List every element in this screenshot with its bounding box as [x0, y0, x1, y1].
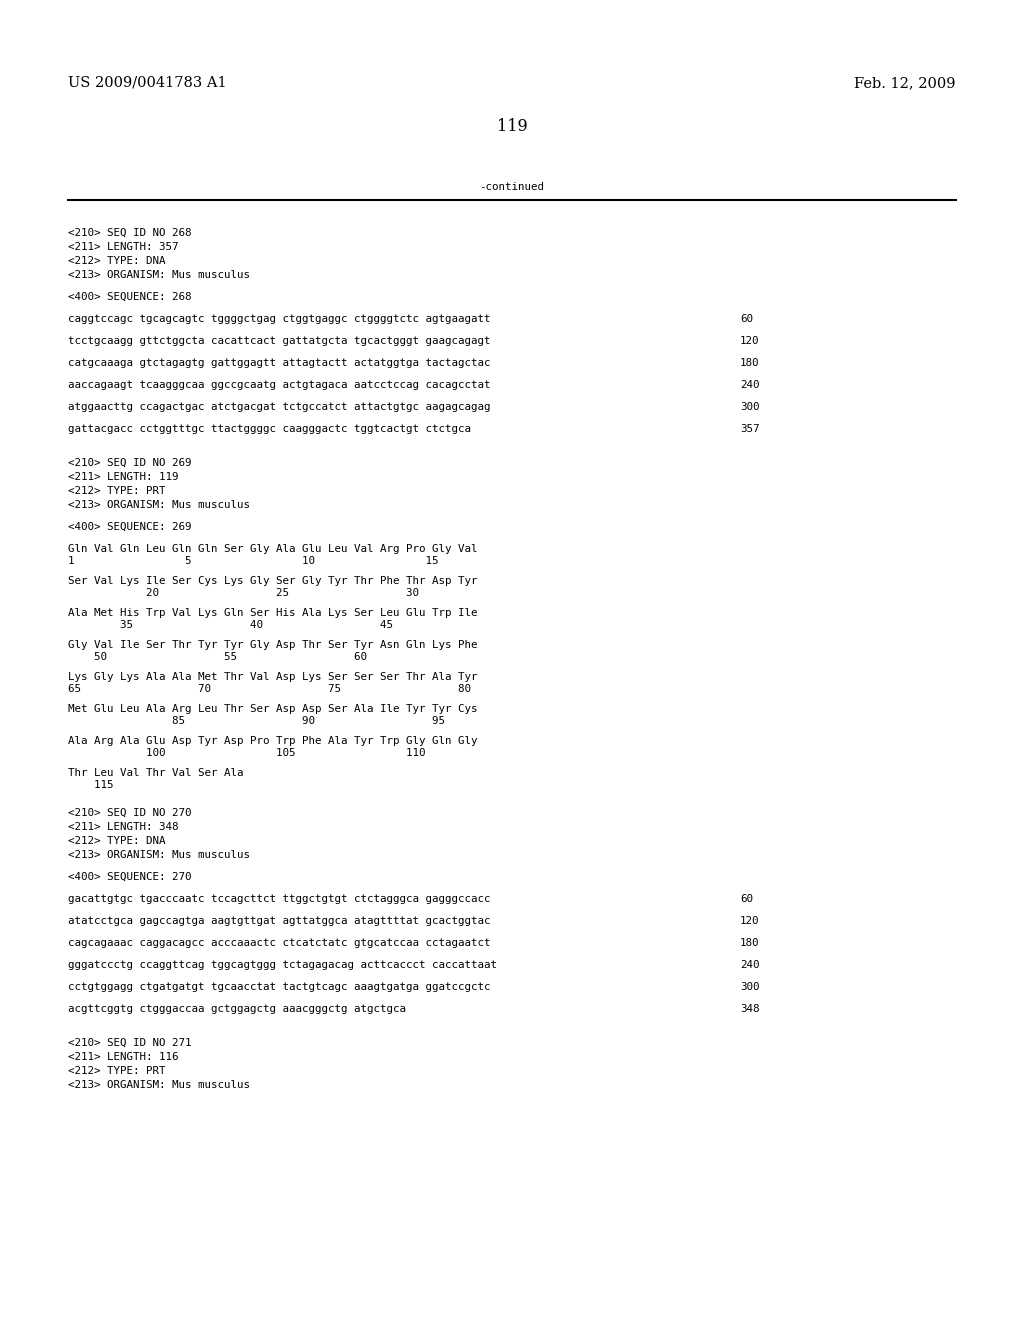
Text: cagcagaaac caggacagcc acccaaactc ctcatctatc gtgcatccaa cctagaatct: cagcagaaac caggacagcc acccaaactc ctcatct…: [68, 939, 490, 948]
Text: <212> TYPE: DNA: <212> TYPE: DNA: [68, 836, 166, 846]
Text: gacattgtgc tgacccaatc tccagcttct ttggctgtgt ctctagggca gagggccacc: gacattgtgc tgacccaatc tccagcttct ttggctg…: [68, 894, 490, 904]
Text: Ala Arg Ala Glu Asp Tyr Asp Pro Trp Phe Ala Tyr Trp Gly Gln Gly: Ala Arg Ala Glu Asp Tyr Asp Pro Trp Phe …: [68, 737, 477, 746]
Text: acgttcggtg ctgggaccaa gctggagctg aaacgggctg atgctgca: acgttcggtg ctgggaccaa gctggagctg aaacggg…: [68, 1005, 406, 1014]
Text: 85                  90                  95: 85 90 95: [68, 715, 445, 726]
Text: <210> SEQ ID NO 270: <210> SEQ ID NO 270: [68, 808, 191, 818]
Text: 1                 5                 10                 15: 1 5 10 15: [68, 556, 438, 566]
Text: <211> LENGTH: 357: <211> LENGTH: 357: [68, 242, 178, 252]
Text: 119: 119: [497, 117, 527, 135]
Text: Ala Met His Trp Val Lys Gln Ser His Ala Lys Ser Leu Glu Trp Ile: Ala Met His Trp Val Lys Gln Ser His Ala …: [68, 609, 477, 618]
Text: <400> SEQUENCE: 270: <400> SEQUENCE: 270: [68, 873, 191, 882]
Text: 240: 240: [740, 960, 760, 970]
Text: Met Glu Leu Ala Arg Leu Thr Ser Asp Asp Ser Ala Ile Tyr Tyr Cys: Met Glu Leu Ala Arg Leu Thr Ser Asp Asp …: [68, 704, 477, 714]
Text: Thr Leu Val Thr Val Ser Ala: Thr Leu Val Thr Val Ser Ala: [68, 768, 244, 777]
Text: <213> ORGANISM: Mus musculus: <213> ORGANISM: Mus musculus: [68, 1080, 250, 1090]
Text: <211> LENGTH: 119: <211> LENGTH: 119: [68, 473, 178, 482]
Text: catgcaaaga gtctagagtg gattggagtt attagtactt actatggtga tactagctac: catgcaaaga gtctagagtg gattggagtt attagta…: [68, 358, 490, 368]
Text: <210> SEQ ID NO 269: <210> SEQ ID NO 269: [68, 458, 191, 469]
Text: <400> SEQUENCE: 269: <400> SEQUENCE: 269: [68, 521, 191, 532]
Text: atggaacttg ccagactgac atctgacgat tctgccatct attactgtgc aagagcagag: atggaacttg ccagactgac atctgacgat tctgcca…: [68, 403, 490, 412]
Text: <212> TYPE: DNA: <212> TYPE: DNA: [68, 256, 166, 267]
Text: Feb. 12, 2009: Feb. 12, 2009: [854, 77, 956, 90]
Text: <212> TYPE: PRT: <212> TYPE: PRT: [68, 486, 166, 496]
Text: aaccagaagt tcaagggcaa ggccgcaatg actgtagaca aatcctccag cacagcctat: aaccagaagt tcaagggcaa ggccgcaatg actgtag…: [68, 380, 490, 389]
Text: 60: 60: [740, 894, 753, 904]
Text: 115: 115: [68, 780, 114, 789]
Text: <213> ORGANISM: Mus musculus: <213> ORGANISM: Mus musculus: [68, 850, 250, 861]
Text: <211> LENGTH: 348: <211> LENGTH: 348: [68, 822, 178, 832]
Text: -continued: -continued: [479, 182, 545, 191]
Text: Gln Val Gln Leu Gln Gln Ser Gly Ala Glu Leu Val Arg Pro Gly Val: Gln Val Gln Leu Gln Gln Ser Gly Ala Glu …: [68, 544, 477, 554]
Text: cctgtggagg ctgatgatgt tgcaacctat tactgtcagc aaagtgatga ggatccgctc: cctgtggagg ctgatgatgt tgcaacctat tactgtc…: [68, 982, 490, 993]
Text: 20                  25                  30: 20 25 30: [68, 587, 419, 598]
Text: <213> ORGANISM: Mus musculus: <213> ORGANISM: Mus musculus: [68, 271, 250, 280]
Text: 300: 300: [740, 403, 760, 412]
Text: gggatccctg ccaggttcag tggcagtggg tctagagacag acttcaccct caccattaat: gggatccctg ccaggttcag tggcagtggg tctagag…: [68, 960, 497, 970]
Text: 100                 105                 110: 100 105 110: [68, 748, 426, 758]
Text: 180: 180: [740, 358, 760, 368]
Text: 357: 357: [740, 424, 760, 434]
Text: caggtccagc tgcagcagtc tggggctgag ctggtgaggc ctggggtctc agtgaagatt: caggtccagc tgcagcagtc tggggctgag ctggtga…: [68, 314, 490, 323]
Text: Gly Val Ile Ser Thr Tyr Tyr Gly Asp Thr Ser Tyr Asn Gln Lys Phe: Gly Val Ile Ser Thr Tyr Tyr Gly Asp Thr …: [68, 640, 477, 649]
Text: 35                  40                  45: 35 40 45: [68, 620, 393, 630]
Text: tcctgcaagg gttctggcta cacattcact gattatgcta tgcactgggt gaagcagagt: tcctgcaagg gttctggcta cacattcact gattatg…: [68, 337, 490, 346]
Text: <212> TYPE: PRT: <212> TYPE: PRT: [68, 1067, 166, 1076]
Text: <210> SEQ ID NO 271: <210> SEQ ID NO 271: [68, 1038, 191, 1048]
Text: atatcctgca gagccagtga aagtgttgat agttatggca atagttttat gcactggtac: atatcctgca gagccagtga aagtgttgat agttatg…: [68, 916, 490, 927]
Text: 65                  70                  75                  80: 65 70 75 80: [68, 684, 471, 694]
Text: <210> SEQ ID NO 268: <210> SEQ ID NO 268: [68, 228, 191, 238]
Text: gattacgacc cctggtttgc ttactggggc caagggactc tggtcactgt ctctgca: gattacgacc cctggtttgc ttactggggc caaggga…: [68, 424, 471, 434]
Text: 180: 180: [740, 939, 760, 948]
Text: Lys Gly Lys Ala Ala Met Thr Val Asp Lys Ser Ser Ser Thr Ala Tyr: Lys Gly Lys Ala Ala Met Thr Val Asp Lys …: [68, 672, 477, 682]
Text: 300: 300: [740, 982, 760, 993]
Text: 60: 60: [740, 314, 753, 323]
Text: Ser Val Lys Ile Ser Cys Lys Gly Ser Gly Tyr Thr Phe Thr Asp Tyr: Ser Val Lys Ile Ser Cys Lys Gly Ser Gly …: [68, 576, 477, 586]
Text: 120: 120: [740, 337, 760, 346]
Text: 240: 240: [740, 380, 760, 389]
Text: <400> SEQUENCE: 268: <400> SEQUENCE: 268: [68, 292, 191, 302]
Text: <211> LENGTH: 116: <211> LENGTH: 116: [68, 1052, 178, 1063]
Text: 50                  55                  60: 50 55 60: [68, 652, 367, 663]
Text: US 2009/0041783 A1: US 2009/0041783 A1: [68, 77, 226, 90]
Text: 120: 120: [740, 916, 760, 927]
Text: <213> ORGANISM: Mus musculus: <213> ORGANISM: Mus musculus: [68, 500, 250, 510]
Text: 348: 348: [740, 1005, 760, 1014]
